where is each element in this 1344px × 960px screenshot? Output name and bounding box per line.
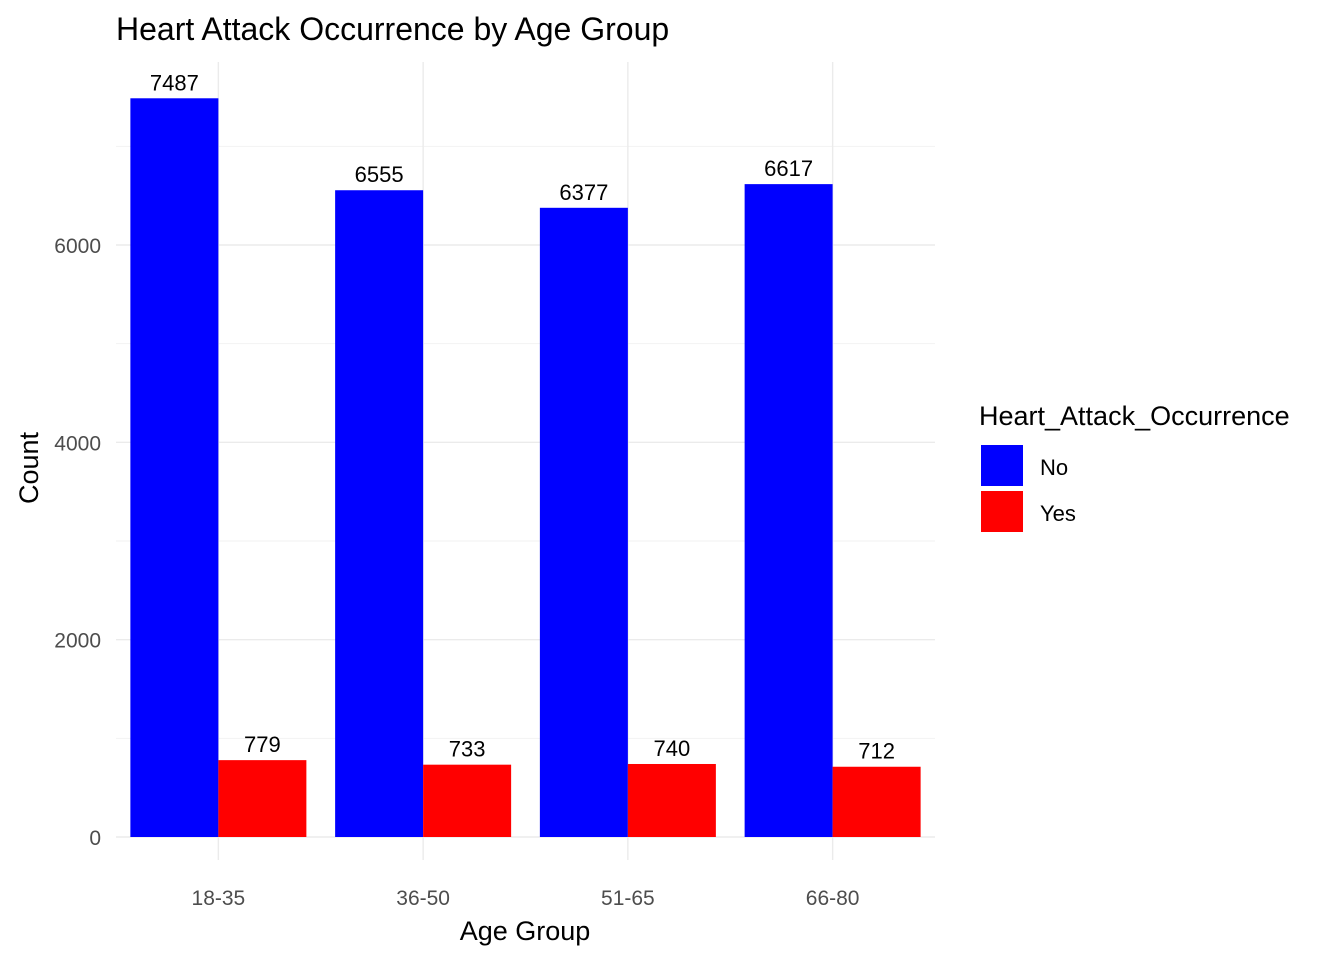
y-tick-label: 2000 (54, 630, 101, 653)
bar-no-18-35 (130, 98, 219, 838)
y-tick-label: 0 (89, 827, 101, 850)
x-tick-label: 51-65 (601, 887, 655, 910)
axes: 0 2000 4000 6000 18-35 36-50 51-65 66-80 (54, 235, 859, 910)
x-axis-title: Age Group (460, 916, 591, 946)
data-label-no-51-65: 6377 (559, 180, 608, 205)
legend-title: Heart_Attack_Occurrence (979, 401, 1290, 431)
chart-title: Heart Attack Occurrence by Age Group (116, 11, 669, 47)
legend: Heart_Attack_Occurrence No Yes (979, 401, 1290, 532)
bar-yes-18-35 (218, 760, 307, 837)
y-axis-title: Count (14, 431, 44, 504)
x-tick-label: 18-35 (192, 887, 246, 910)
data-label-yes-18-35: 779 (244, 732, 281, 757)
data-label-no-36-50: 6555 (355, 162, 404, 187)
bar-no-36-50 (335, 190, 424, 838)
x-tick-label: 36-50 (396, 887, 450, 910)
y-tick-label: 6000 (54, 235, 101, 258)
data-labels: 7487 779 6555 733 6377 740 6617 712 (150, 70, 895, 763)
legend-swatch-yes (981, 491, 1023, 532)
data-label-no-18-35: 7487 (150, 70, 199, 95)
legend-label-yes: Yes (1040, 501, 1076, 526)
data-label-yes-36-50: 733 (449, 737, 486, 762)
bar-yes-66-80 (832, 766, 921, 837)
data-label-yes-66-80: 712 (858, 739, 895, 764)
y-tick-label: 4000 (54, 432, 101, 455)
data-label-no-66-80: 6617 (764, 156, 813, 181)
legend-swatch-no (981, 445, 1023, 486)
x-tick-label: 66-80 (806, 887, 860, 910)
bar-yes-51-65 (627, 763, 716, 837)
bar-no-51-65 (539, 207, 628, 837)
bar-yes-36-50 (423, 764, 512, 837)
data-label-yes-51-65: 740 (654, 736, 691, 761)
bars (130, 98, 921, 838)
legend-label-no: No (1040, 455, 1068, 480)
bar-no-66-80 (744, 184, 833, 837)
